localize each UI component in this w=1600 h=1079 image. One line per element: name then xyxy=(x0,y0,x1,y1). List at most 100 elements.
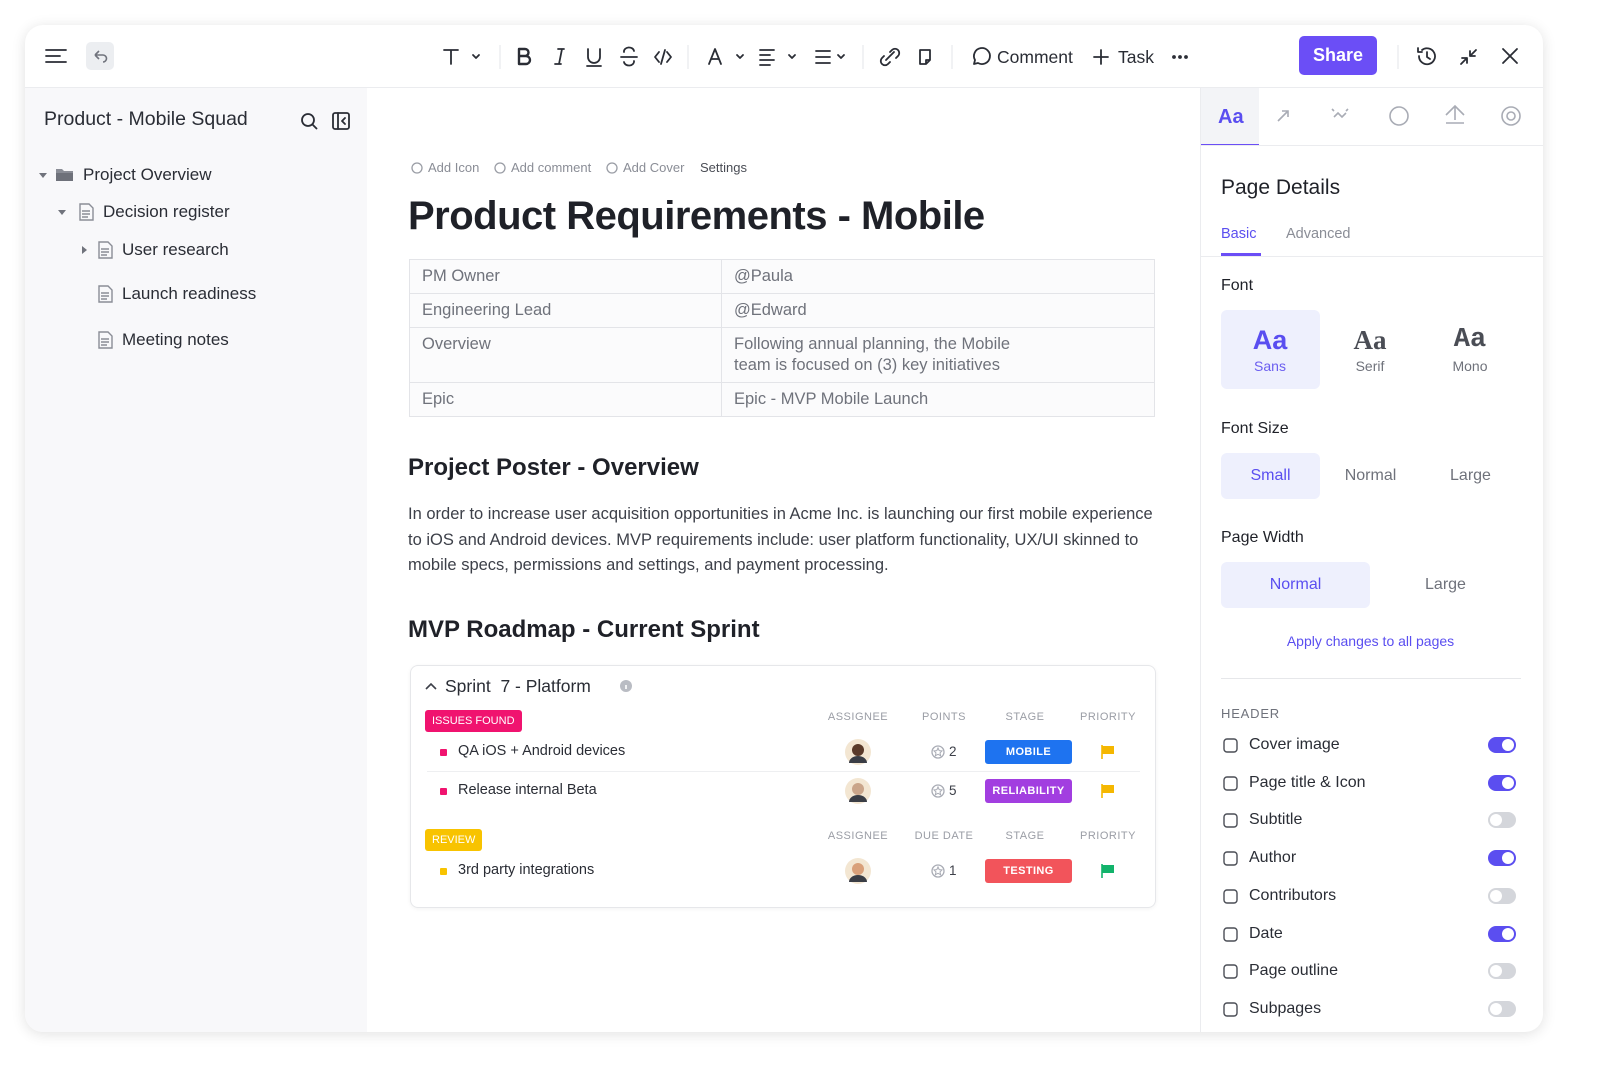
font-name[interactable]: Serif xyxy=(1355,358,1385,374)
task-name[interactable]: QA iOS + Android devices xyxy=(458,743,626,760)
task-bullet xyxy=(440,749,447,756)
doc-title: Product Requirements - Mobile xyxy=(408,194,985,238)
toggle-switch[interactable] xyxy=(1488,888,1516,904)
font-sample[interactable]: Aa xyxy=(1252,325,1288,355)
section-heading: Project Poster - Overview xyxy=(408,453,699,481)
doc-icon xyxy=(98,241,113,259)
stage-pill[interactable]: TESTING xyxy=(985,859,1072,883)
table-cell: PM Owner xyxy=(410,260,722,293)
task-name[interactable]: Release internal Beta xyxy=(458,782,597,799)
points-value: 5 xyxy=(949,782,957,798)
sprint-title: Sprint 7 - Platform xyxy=(445,675,591,696)
link-icon xyxy=(606,162,618,174)
tree-item[interactable]: User research xyxy=(122,239,229,259)
task-name[interactable]: 3rd party integrations xyxy=(458,862,595,879)
toggle-knob xyxy=(1490,1003,1502,1015)
panel-subtab[interactable]: Basic xyxy=(1221,226,1257,243)
toggle-icon xyxy=(1223,964,1238,979)
link-icon xyxy=(411,162,423,174)
tree-item[interactable]: Project Overview xyxy=(83,164,212,184)
apply-link[interactable]: Apply changes to all pages xyxy=(1286,633,1455,649)
toggle-label: Page title & Icon xyxy=(1249,774,1366,792)
toolbar-icons xyxy=(45,42,1518,70)
toggle-icon xyxy=(1223,851,1238,866)
sprint-card xyxy=(410,665,1156,908)
tree-item[interactable]: Meeting notes xyxy=(122,329,229,349)
table-cell: @Edward xyxy=(734,301,807,319)
doc-icon xyxy=(79,203,94,221)
table-row: PM Owner @Paula xyxy=(410,260,1154,293)
share-button[interactable]: Share xyxy=(1299,36,1377,75)
tree-caret xyxy=(58,210,66,215)
section-heading: MVP Roadmap - Current Sprint xyxy=(408,615,760,643)
row-divider xyxy=(427,771,1140,772)
tree-item[interactable]: Launch readiness xyxy=(122,283,257,303)
sidebar-title: Product - Mobile Squad xyxy=(44,108,248,131)
panel-tab[interactable]: Aa xyxy=(1218,106,1244,128)
size-option[interactable]: Large xyxy=(1450,467,1491,484)
stage-pill[interactable]: MOBILE xyxy=(985,740,1072,764)
sidebar-bg xyxy=(25,88,367,1032)
header-label: HEADER xyxy=(1221,706,1280,722)
table-row: Overview Following annual planning, the M… xyxy=(410,327,1154,382)
toggle-knob xyxy=(1502,852,1514,864)
priority-flag xyxy=(1101,784,1114,798)
column-header: STAGE xyxy=(1005,711,1045,723)
font-name[interactable]: Sans xyxy=(1254,358,1286,374)
size-option[interactable]: Normal xyxy=(1344,467,1397,484)
panel-subtab[interactable]: Advanced xyxy=(1286,226,1351,243)
toggle-icon xyxy=(1223,1002,1238,1017)
sidebar-icons xyxy=(301,112,350,130)
table-cell: Epic xyxy=(410,383,722,416)
doc-link[interactable]: Settings xyxy=(700,160,747,176)
collapse-caret xyxy=(425,682,437,690)
toggle-switch[interactable] xyxy=(1488,812,1516,828)
toggle-switch[interactable] xyxy=(1488,775,1516,791)
task-bullet xyxy=(440,788,447,795)
size-option[interactable]: Small xyxy=(1221,453,1320,499)
toggle-knob xyxy=(1502,777,1514,789)
toggle-switch[interactable] xyxy=(1488,963,1516,979)
info-icon xyxy=(620,680,632,692)
font-sample[interactable]: Aa xyxy=(1453,325,1487,355)
task-button[interactable]: Task xyxy=(1118,46,1154,67)
toggle-label: Page outline xyxy=(1249,962,1338,980)
toggle-switch[interactable] xyxy=(1488,926,1516,942)
points-value: 1 xyxy=(949,862,957,878)
section-label: Page Width xyxy=(1221,529,1304,547)
font-option-selected xyxy=(1221,310,1320,389)
toolbar-divider xyxy=(25,87,1543,88)
tree-caret xyxy=(39,173,47,178)
toggle-switch[interactable] xyxy=(1488,850,1516,866)
priority-flag xyxy=(1101,745,1114,759)
stage-pill[interactable]: RELIABILITY xyxy=(985,779,1072,803)
doc-icon xyxy=(98,331,113,349)
doc-link[interactable]: Add Icon xyxy=(428,160,480,176)
font-sample[interactable]: Aa xyxy=(1353,325,1387,355)
toggle-icon xyxy=(1223,927,1238,942)
width-option[interactable]: Large xyxy=(1425,576,1466,593)
width-option[interactable]: Normal xyxy=(1221,562,1370,608)
panel-separator xyxy=(1221,678,1521,679)
avatar xyxy=(845,858,871,884)
font-name[interactable]: Mono xyxy=(1452,358,1488,374)
column-header: ASSIGNEE xyxy=(827,830,889,842)
property-table: PM Owner @Paula Engineering Lead @Edward Ove… xyxy=(409,259,1155,417)
column-header: ASSIGNEE xyxy=(827,711,889,723)
menu-icon[interactable] xyxy=(45,49,67,63)
format-icons[interactable] xyxy=(443,46,1518,67)
doc-link[interactable]: Add Cover xyxy=(623,160,685,176)
paragraph: In order to increase user acquisition op… xyxy=(408,505,1153,574)
toggle-switch[interactable] xyxy=(1488,737,1516,753)
column-header: STAGE xyxy=(1005,830,1045,842)
avatar xyxy=(845,778,871,804)
comment-button[interactable]: Comment xyxy=(997,46,1073,67)
toggle-icon xyxy=(1223,738,1238,753)
doc-link[interactable]: Add comment xyxy=(511,160,592,176)
toggle-label: Subtitle xyxy=(1249,811,1303,829)
toggle-switch[interactable] xyxy=(1488,1001,1516,1017)
points-icon xyxy=(931,784,945,798)
undo-button[interactable] xyxy=(86,42,114,70)
toggle-knob xyxy=(1490,814,1502,826)
tree-item[interactable]: Decision register xyxy=(103,201,230,221)
